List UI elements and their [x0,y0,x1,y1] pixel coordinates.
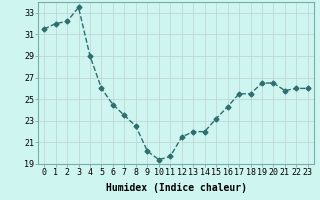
X-axis label: Humidex (Indice chaleur): Humidex (Indice chaleur) [106,183,246,193]
